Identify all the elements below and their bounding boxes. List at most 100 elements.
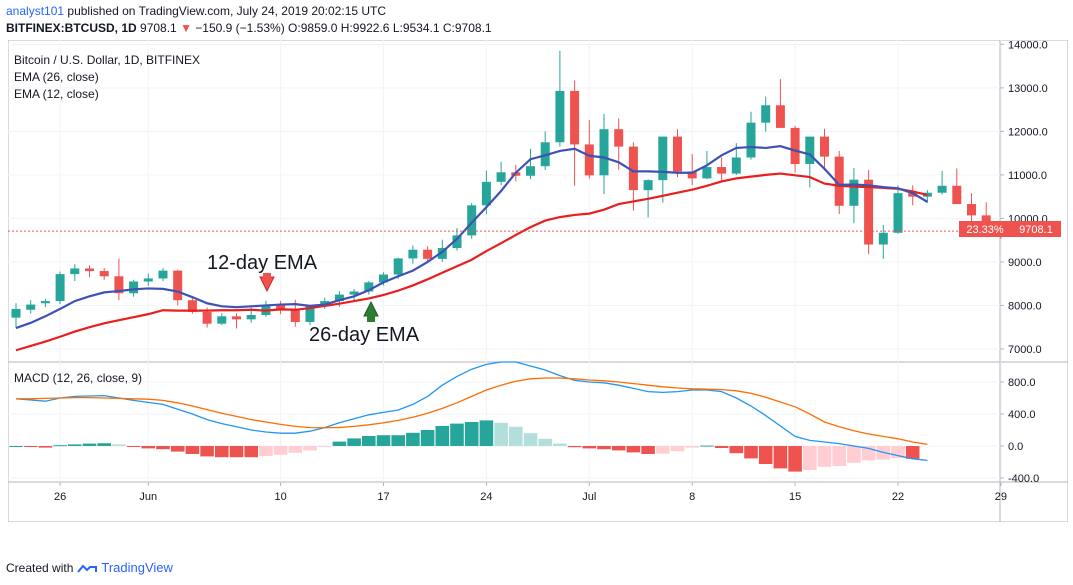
candle-body xyxy=(364,282,374,292)
annotation-26-day-ema: 26-day EMA xyxy=(309,324,420,346)
macd-histogram-bar xyxy=(9,446,23,447)
author-link[interactable]: analyst101 xyxy=(6,4,65,18)
candle-body xyxy=(775,105,785,128)
price-axis-label: 14000.0 xyxy=(1008,40,1048,51)
candle-body xyxy=(555,90,565,143)
macd-histogram-bar xyxy=(288,446,303,453)
macd-histogram-bar xyxy=(317,446,332,447)
macd-histogram-bar xyxy=(97,443,111,446)
macd-histogram-bar xyxy=(538,438,552,446)
macd-histogram-bar xyxy=(229,446,244,458)
low-value: 9534.1 xyxy=(402,21,440,35)
macd-histogram-bar xyxy=(53,445,67,447)
macd-histogram-bar xyxy=(406,432,420,446)
pct-change-tag-label: 23.33% xyxy=(966,224,1004,236)
macd-histogram-bar xyxy=(509,426,523,446)
macd-histogram-bar xyxy=(23,446,38,447)
candle-body xyxy=(187,300,197,312)
up-arrow-marker-stem xyxy=(367,315,375,322)
candle-body xyxy=(790,127,800,165)
down-arrow-icon: ▼ xyxy=(180,21,192,35)
candle-body xyxy=(731,157,741,174)
tradingview-logo-icon[interactable] xyxy=(77,562,98,574)
macd-histogram-bar xyxy=(273,446,288,455)
macd-histogram-bar xyxy=(259,446,273,456)
macd-histogram-bar xyxy=(582,446,597,449)
time-axis-label: 26 xyxy=(54,491,66,503)
macd-histogram-bar xyxy=(376,435,391,446)
created-with-label: Created with xyxy=(6,560,74,575)
macd-histogram-bar xyxy=(656,446,670,454)
macd-histogram-bar xyxy=(112,444,126,446)
candle-body xyxy=(217,316,227,324)
macd-legend: MACD (12, 26, close, 9) xyxy=(14,371,142,385)
macd-histogram-bar xyxy=(523,433,538,446)
publish-text: published on TradingView.com, July 24, 2… xyxy=(67,4,387,18)
candle-body xyxy=(11,308,21,318)
publish-info: analyst101 published on TradingView.com,… xyxy=(6,4,386,18)
time-axis-label: 22 xyxy=(892,491,904,503)
price-axis-label: 13000.0 xyxy=(1008,83,1048,95)
candle-body xyxy=(761,105,771,123)
ema12-legend: EMA (12, close) xyxy=(14,87,99,101)
macd-histogram-bar xyxy=(567,446,582,448)
macd-histogram-bar xyxy=(714,446,729,448)
macd-histogram-bar xyxy=(435,426,450,446)
macd-histogram-bar xyxy=(450,423,464,446)
candle-body xyxy=(26,304,36,310)
macd-histogram-bar xyxy=(553,443,567,446)
price-change: −150.9 (−1.53%) xyxy=(195,21,285,35)
macd-histogram-bar xyxy=(641,446,655,454)
candle-body xyxy=(967,204,976,216)
candle-body xyxy=(452,235,462,248)
time-axis-label: 15 xyxy=(789,491,801,503)
candle-body xyxy=(202,311,212,324)
price-axis-label: 12000.0 xyxy=(1008,126,1048,138)
symbol-label: BITFINEX:BTCUSD, 1D xyxy=(6,21,137,35)
time-axis-label: 24 xyxy=(480,491,492,503)
candle-body xyxy=(232,316,241,320)
macd-histogram-bar xyxy=(758,446,773,464)
tradingview-brand-link[interactable]: TradingView xyxy=(101,560,173,575)
macd-histogram-bar xyxy=(611,446,626,451)
macd-axis-label: 800.0 xyxy=(1008,377,1036,389)
candle-body xyxy=(614,129,624,147)
candle-body xyxy=(393,258,403,275)
candle-body xyxy=(305,306,315,322)
candle-body xyxy=(584,144,594,176)
candle-body xyxy=(878,232,888,245)
macd-histogram-bar xyxy=(215,446,229,458)
macd-histogram-bar xyxy=(244,446,258,458)
candle-body xyxy=(570,90,580,145)
chart-canvas[interactable]: 7000.08000.09000.010000.011000.012000.01… xyxy=(8,40,1068,522)
macd-histogram-bar xyxy=(700,445,714,447)
time-axis-label: 8 xyxy=(689,491,695,503)
close-label: C: xyxy=(442,21,455,35)
time-axis-label: 29 xyxy=(995,491,1007,503)
macd-histogram-bar xyxy=(626,446,641,453)
macd-histogram-bar xyxy=(38,446,53,448)
candle-body xyxy=(628,146,638,191)
candle-body xyxy=(981,215,991,225)
footer: Created with TradingView xyxy=(6,560,173,575)
candle-body xyxy=(496,172,506,182)
candle-body xyxy=(437,247,447,259)
candle-body xyxy=(379,274,388,283)
candle-body xyxy=(849,179,859,206)
candle-body xyxy=(349,291,359,295)
candle-body xyxy=(834,156,844,206)
macd-histogram-bar xyxy=(773,446,788,469)
candle-body xyxy=(937,185,947,193)
macd-histogram-bar xyxy=(464,422,479,446)
candle-body xyxy=(408,249,418,259)
macd-histogram-bar xyxy=(126,446,141,447)
time-axis-label: Jul xyxy=(582,491,596,503)
macd-histogram-bar xyxy=(479,420,494,446)
open-label: O: xyxy=(288,21,301,35)
macd-histogram-bar xyxy=(597,446,611,450)
macd-axis-label: -400.0 xyxy=(1008,473,1039,485)
signal-line xyxy=(16,377,928,446)
macd-histogram-bar xyxy=(494,422,508,446)
last-price-tag-label: 9708.1 xyxy=(1019,224,1053,236)
candle-body xyxy=(467,205,477,236)
